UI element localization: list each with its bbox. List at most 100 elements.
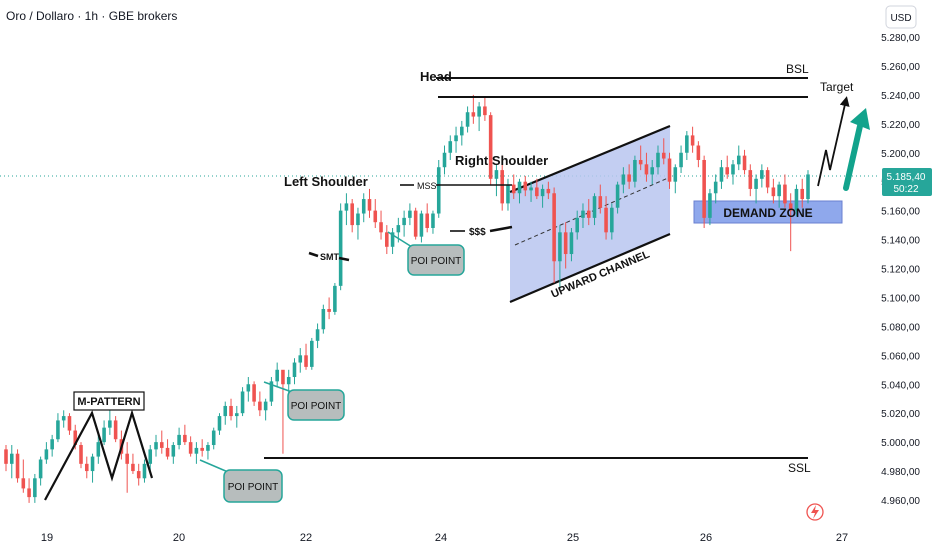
- candle-body: [690, 135, 695, 146]
- symbol-title[interactable]: Oro / Dollaro · 1h · GBE brokers: [6, 9, 177, 23]
- lightning-icon[interactable]: [806, 503, 824, 521]
- candle-body: [333, 285, 337, 312]
- candle-body: [436, 167, 441, 214]
- candle-body: [79, 445, 83, 464]
- candle-body: [136, 471, 141, 479]
- candle-body: [269, 381, 274, 402]
- m-pattern-lines: [44, 409, 154, 501]
- candle-body: [240, 391, 245, 414]
- candle-body: [367, 199, 372, 211]
- candle-body: [460, 126, 464, 136]
- time-axis-ticks: 19 20 22 24 25 26 27: [41, 532, 848, 544]
- candles: [4, 94, 810, 503]
- candle-body: [627, 174, 631, 182]
- price-tick-label: 5.260,00: [881, 62, 920, 73]
- target-label: Target: [820, 80, 854, 94]
- candle-body: [379, 222, 383, 233]
- candle-body: [569, 232, 574, 255]
- candle-body: [27, 488, 31, 498]
- sss-label: $$$: [469, 227, 486, 238]
- candle-body: [448, 141, 453, 153]
- countdown-value: 50:22: [893, 184, 918, 195]
- poi-label-1: POI POINT: [411, 256, 462, 267]
- channel-lower-line: [509, 232, 671, 304]
- candle-body: [90, 456, 95, 472]
- currency-button[interactable]: [885, 5, 917, 29]
- price-tick-label: 4.960,00: [881, 496, 920, 507]
- candle-body: [356, 213, 360, 226]
- candle-body: [413, 210, 418, 237]
- candle-body: [610, 207, 614, 233]
- price-tick-label: 5.120,00: [881, 265, 920, 276]
- price-tick-label: 4.980,00: [881, 467, 920, 478]
- price-tick-label: 5.280,00: [881, 33, 920, 44]
- candle-body: [419, 213, 424, 237]
- candle-body: [194, 447, 199, 454]
- candle-body: [581, 210, 585, 218]
- candle-body: [794, 188, 799, 211]
- candle-body: [246, 384, 251, 392]
- candle-body: [679, 152, 683, 168]
- price-tick-label: 5.020,00: [881, 409, 920, 420]
- candle-body: [165, 447, 170, 457]
- candle-body: [229, 405, 233, 417]
- candle-body: [304, 355, 308, 367]
- candle-body: [575, 217, 579, 233]
- sss-line: [489, 225, 513, 233]
- candle-body: [223, 405, 228, 417]
- candle-body: [742, 155, 747, 171]
- candle-body: [748, 170, 753, 189]
- candle-body: [263, 401, 268, 411]
- candle-body: [298, 355, 303, 363]
- candle-body: [425, 213, 429, 228]
- price-axis-panel[interactable]: [880, 0, 932, 550]
- candle-body: [321, 309, 326, 330]
- current-price-value: 5.185,40: [887, 172, 926, 183]
- candle-body: [644, 164, 649, 175]
- demand-zone-label: DEMAND ZONE: [723, 206, 812, 220]
- price-tick-label: 5.100,00: [881, 293, 920, 304]
- bsl-label: BSL: [786, 62, 809, 76]
- candle-body: [477, 106, 481, 117]
- candle-body: [586, 210, 591, 218]
- candle-body: [84, 463, 89, 472]
- candle-body: [500, 170, 504, 204]
- candle-body: [21, 478, 26, 489]
- candle-body: [108, 420, 112, 428]
- candle-body: [558, 232, 562, 262]
- candle-body: [760, 170, 764, 179]
- time-tick-label: 26: [700, 532, 712, 544]
- candle-body: [506, 184, 510, 204]
- candle-body: [275, 369, 279, 382]
- candle-body: [465, 112, 470, 127]
- candle-body: [113, 420, 118, 440]
- candle-body: [621, 174, 626, 185]
- candle-body: [719, 167, 724, 182]
- candle-body: [471, 112, 476, 117]
- candle-body: [235, 413, 239, 417]
- candle-body: [667, 158, 672, 182]
- candle-body: [315, 329, 320, 341]
- candle-body: [200, 447, 204, 451]
- candle-body: [563, 232, 568, 255]
- candle-body: [61, 416, 66, 421]
- candle-body: [598, 196, 603, 208]
- candle-body: [638, 159, 643, 165]
- poi-callout-1: POI POINT: [387, 231, 465, 276]
- candle-body: [661, 152, 666, 159]
- candle-body: [217, 416, 222, 431]
- candle-body: [148, 449, 153, 464]
- candle-body: [211, 430, 216, 446]
- poi-callout-2: POI POINT: [263, 381, 345, 421]
- candle-body: [131, 463, 135, 472]
- mss-label: MSS: [417, 181, 437, 191]
- candle-body: [56, 420, 60, 440]
- candle-body: [310, 340, 314, 367]
- candle-body: [183, 434, 187, 443]
- price-tick-label: 5.140,00: [881, 236, 920, 247]
- time-tick-label: 19: [41, 532, 53, 544]
- candle-body: [390, 232, 395, 247]
- candle-body: [523, 181, 528, 191]
